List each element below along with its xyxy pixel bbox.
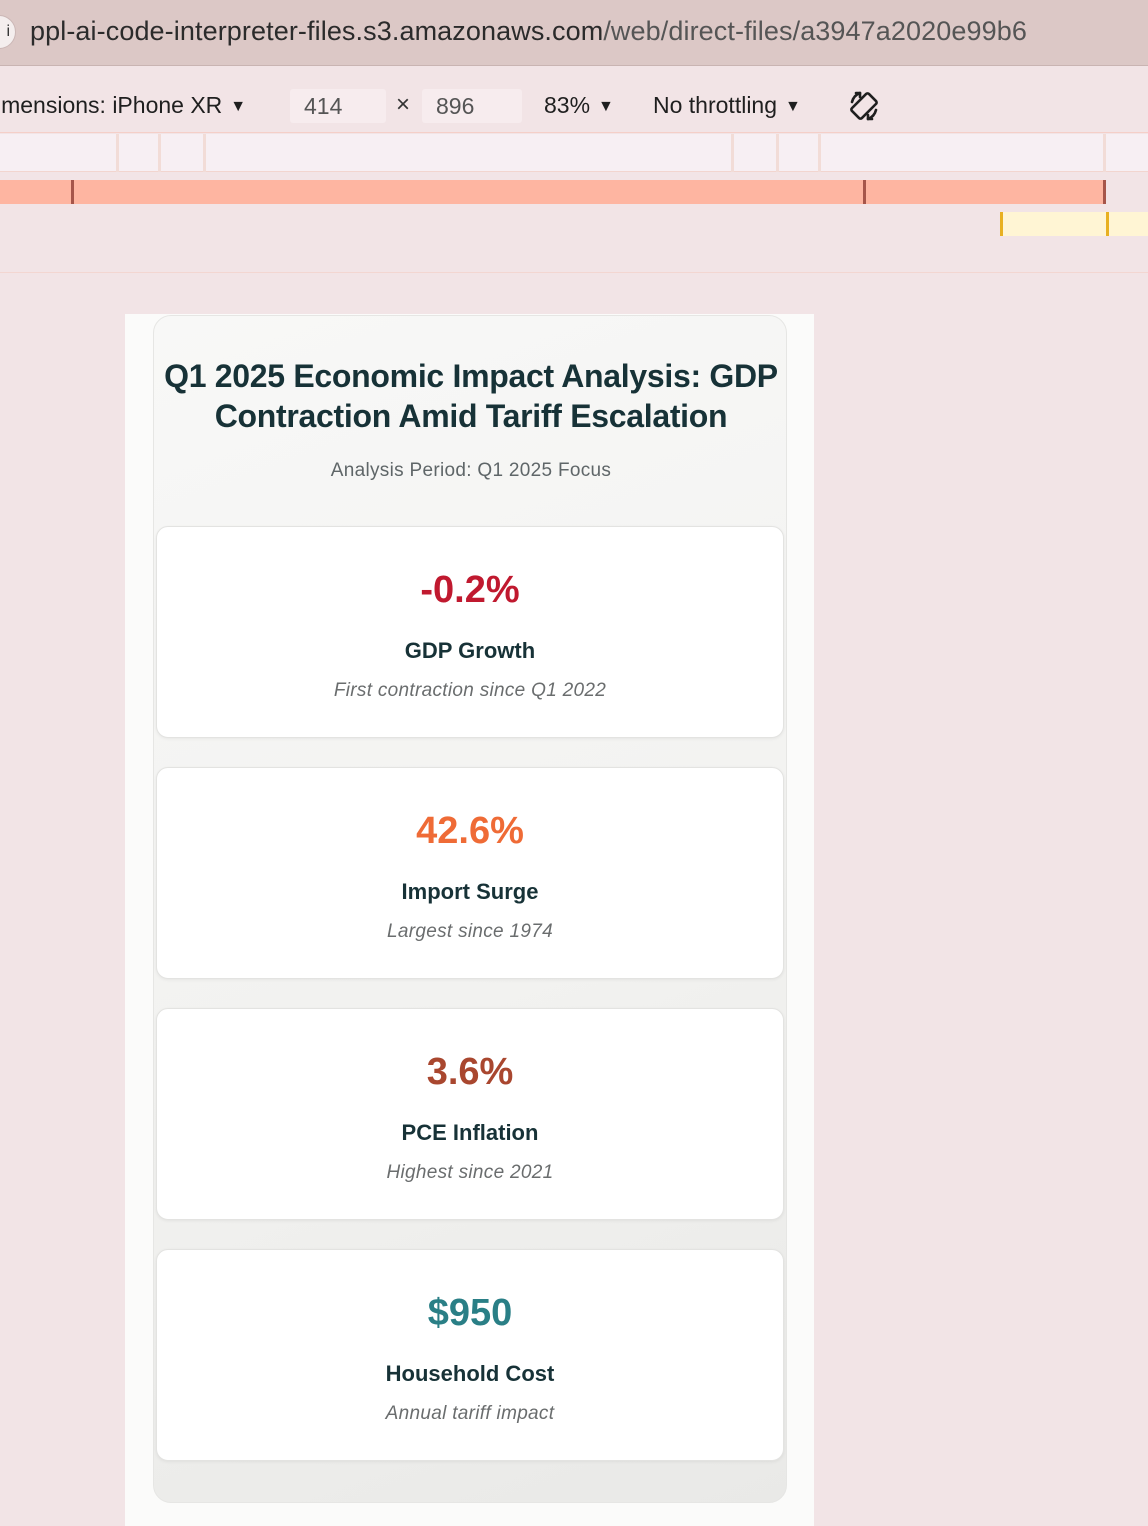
chevron-down-icon: ▼ <box>230 98 247 115</box>
ruler-divider <box>0 272 1148 273</box>
dimensions-dropdown[interactable]: imensions: iPhone XR ▼ <box>0 92 246 119</box>
metric-value: 42.6% <box>416 810 524 852</box>
metric-label: GDP Growth <box>404 638 536 663</box>
dimensions-label: imensions: iPhone XR <box>0 92 223 118</box>
min-width-media-query-bar[interactable] <box>1000 212 1148 236</box>
max-width-media-query-bar[interactable] <box>0 180 1106 204</box>
breakpoint-divider[interactable] <box>158 134 161 172</box>
address-bar[interactable]: i ppl-ai-code-interpreter-files.s3.amazo… <box>0 0 1148 66</box>
breakpoint-tick <box>71 180 74 204</box>
zoom-dropdown[interactable]: 83% ▼ <box>544 92 614 119</box>
metric-card-household: $950 Household Cost Annual tariff impact <box>156 1249 784 1461</box>
device-viewport: Q1 2025 Economic Impact Analysis: GDP Co… <box>125 314 814 1526</box>
breakpoint-divider[interactable] <box>818 134 821 172</box>
breakpoint-divider[interactable] <box>203 134 206 172</box>
width-input[interactable]: 414 <box>290 89 386 123</box>
metric-note: Largest since 1974 <box>387 921 553 942</box>
metric-note: Annual tariff impact <box>385 1403 555 1424</box>
metric-card-imports: 42.6% Import Surge Largest since 1974 <box>156 767 784 979</box>
times-icon: × <box>396 91 411 118</box>
chevron-down-icon: ▼ <box>598 98 614 115</box>
breakpoint-tick <box>863 180 866 204</box>
url-path: /web/direct-files/a3947a2020e99b6 <box>603 16 1027 46</box>
dashboard-container: Q1 2025 Economic Impact Analysis: GDP Co… <box>153 315 787 1503</box>
metric-value: -0.2% <box>420 569 520 611</box>
breakpoint-tick <box>1000 212 1003 236</box>
metric-label: PCE Inflation <box>401 1120 539 1145</box>
metric-note: First contraction since Q1 2022 <box>333 680 607 701</box>
metric-label: Import Surge <box>401 879 539 904</box>
chevron-down-icon: ▼ <box>785 98 801 115</box>
breakpoint-tick <box>1103 180 1106 204</box>
throttling-label: No throttling <box>653 92 778 118</box>
metric-note: Highest since 2021 <box>386 1162 554 1183</box>
height-input[interactable]: 896 <box>422 89 522 123</box>
breakpoint-divider[interactable] <box>731 134 734 172</box>
breakpoint-divider[interactable] <box>776 134 779 172</box>
rotate-icon[interactable] <box>846 88 882 124</box>
url-text[interactable]: ppl-ai-code-interpreter-files.s3.amazona… <box>30 16 1027 47</box>
metric-value: $950 <box>427 1292 513 1334</box>
breakpoint-tick <box>1106 212 1109 236</box>
metric-value: 3.6% <box>426 1051 514 1093</box>
page-title: Q1 2025 Economic Impact Analysis: GDP Co… <box>164 358 778 434</box>
zoom-label: 83% <box>544 92 591 118</box>
metric-card-gdp: -0.2% GDP Growth First contraction since… <box>156 526 784 738</box>
breakpoint-divider[interactable] <box>1103 134 1106 172</box>
device-toolbar: imensions: iPhone XR ▼ 414 × 896 83% ▼ No … <box>0 79 1148 133</box>
analysis-period: Analysis Period: Q1 2025 Focus <box>330 460 612 481</box>
metric-label: Household Cost <box>385 1361 555 1386</box>
breakpoint-divider[interactable] <box>116 134 119 172</box>
url-host: ppl-ai-code-interpreter-files.s3.amazona… <box>30 16 604 46</box>
metric-card-inflation: 3.6% PCE Inflation Highest since 2021 <box>156 1008 784 1220</box>
info-icon[interactable]: i <box>0 15 16 49</box>
throttling-dropdown[interactable]: No throttling ▼ <box>653 92 801 119</box>
media-query-breakpoints <box>0 134 1148 172</box>
